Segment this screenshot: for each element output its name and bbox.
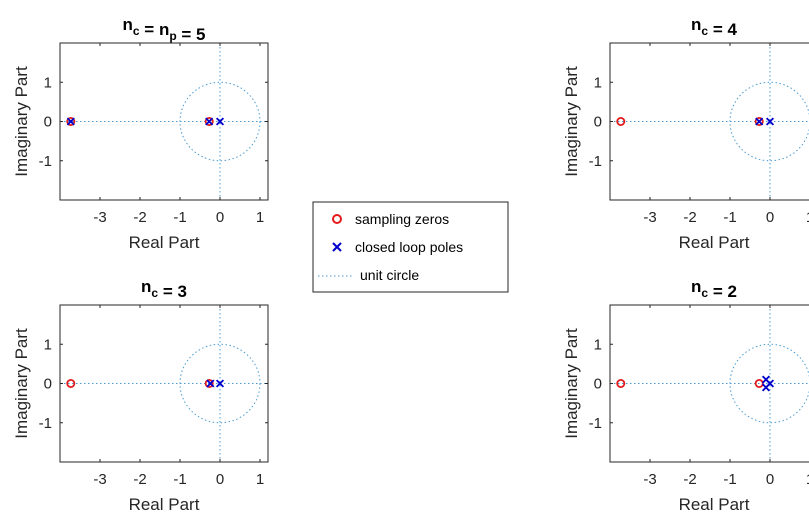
legend-pole-marker [332,242,342,252]
y-tick-label: 1 [44,336,52,353]
x-tick-label: -1 [723,471,736,488]
legend-pole-label: closed loop poles [355,239,463,255]
y-tick-label: -1 [39,415,52,432]
legend-box [312,201,509,293]
y-tick-label: -1 [589,153,602,170]
x-tick-label: -3 [643,471,656,488]
y-axis-label: Imaginary Part [562,328,581,439]
subplot-2: -3 -2 -1 0 1 -1 0 1 Real Part Imaginary Part nc = … [562,15,809,252]
unit-circle [179,343,261,424]
sampling-zero-marker [616,378,626,388]
y-axis-label: Imaginary Part [12,66,31,177]
subplot-1: -3 -2 -1 0 1 -1 0 1 Real Part Imaginary Part nc = … [12,15,269,252]
subplots: -3 -2 -1 0 1 -1 0 1 Real Part Imaginary Part nc = … [12,15,809,514]
x-tick-label: -2 [133,209,146,226]
y-tick-label: -1 [589,415,602,432]
sampling-zero-marker [754,117,764,127]
x-tick-label: 1 [806,471,809,488]
closed-loop-pole-marker [765,379,775,388]
x-tick-label: -3 [93,471,106,488]
x-tick-label: 1 [256,209,264,226]
closed-loop-pole-marker [755,117,764,126]
x-tick-label: -2 [683,209,696,226]
x-tick-label: -1 [723,209,736,226]
unit-circle [729,81,809,162]
guides [610,43,809,200]
guides [60,43,268,200]
unit-circle [729,343,809,424]
x-tick-label: -1 [173,209,186,226]
closed-loop-pole-marker [765,117,775,126]
x-tick-label: 0 [216,471,224,488]
closed-loop-pole-marker [215,379,225,388]
sampling-zero-marker [616,117,626,127]
legend-circle-label: unit circle [360,267,419,283]
y-tick-label: 0 [44,114,52,131]
x-axis-label: Real Part [679,233,750,252]
y-tick-label: 0 [594,376,602,393]
subplot-title: nc = 3 [141,277,187,301]
subplot-4: -3 -2 -1 0 1 -1 0 1 Real Part Imaginary Part nc = … [562,277,809,514]
closed-loop-pole-marker [66,117,75,126]
y-tick-label: 0 [594,114,602,131]
x-axis-label: Real Part [129,233,200,252]
legend-zero-marker [332,214,342,224]
x-tick-label: 0 [766,209,774,226]
guides [610,305,809,462]
unit-circle [179,81,261,162]
subplot-3: -3 -2 -1 0 1 -1 0 1 Real Part Imaginary Part nc = … [12,277,269,514]
x-tick-label: 0 [766,471,774,488]
x-tick-label: 1 [256,471,264,488]
y-axis-label: Imaginary Part [562,66,581,177]
x-axis-label: Real Part [129,495,200,514]
x-tick-label: -3 [93,209,106,226]
subplot-title: nc = 4 [691,15,737,39]
y-tick-label: 1 [594,74,602,91]
x-tick-label: -2 [133,471,146,488]
y-axis-label: Imaginary Part [12,328,31,439]
y-tick-label: 1 [44,74,52,91]
subplot-title: nc = np = 5 [122,15,205,44]
closed-loop-pole-marker [206,379,215,388]
legend-zero-label: sampling zeros [355,211,449,227]
y-tick-label: 0 [44,376,52,393]
sampling-zero-marker [66,378,76,388]
x-tick-label: 0 [216,209,224,226]
guides [60,305,268,462]
closed-loop-pole-marker [215,117,225,126]
subplot-title: nc = 2 [691,277,737,301]
closed-loop-pole-marker [205,117,214,126]
x-tick-label: 1 [806,209,809,226]
sampling-zero-marker [66,117,76,127]
sampling-zero-marker [204,117,214,127]
y-tick-label: -1 [39,153,52,170]
sampling-zero-marker [204,378,214,388]
sampling-zero-marker [754,378,764,388]
x-tick-label: -1 [173,471,186,488]
legend: sampling zeros closed loop poles unit ci… [312,201,509,293]
x-axis-label: Real Part [679,495,750,514]
x-tick-label: -2 [683,471,696,488]
y-tick-label: 1 [594,336,602,353]
x-tick-label: -3 [643,209,656,226]
